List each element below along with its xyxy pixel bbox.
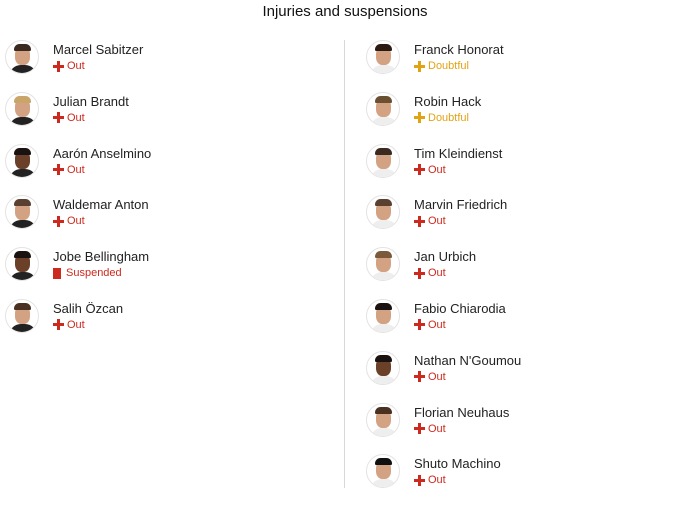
cross-icon — [53, 319, 64, 331]
cross-icon — [414, 474, 425, 486]
cross-icon — [414, 267, 425, 279]
player-avatar — [366, 195, 400, 230]
player-status: Out — [53, 60, 85, 72]
player-name: Nathan N'Goumou — [414, 352, 522, 368]
player-status: Out — [414, 215, 446, 227]
player-name: Florian Neuhaus — [414, 404, 510, 420]
status-label: Out — [428, 422, 446, 435]
player-avatar — [5, 195, 39, 230]
player-avatar — [366, 91, 400, 126]
player-status: Out — [414, 371, 446, 383]
player-status: Out — [53, 164, 85, 176]
status-label: Out — [428, 370, 446, 383]
cross-icon — [53, 215, 64, 227]
status-label: Doubtful — [428, 111, 469, 124]
player-avatar — [366, 454, 400, 489]
cross-icon — [414, 164, 425, 176]
section-title: Injuries and suspensions — [262, 3, 428, 20]
player-name: Fabio Chiarodia — [414, 300, 506, 316]
status-label: Out — [428, 163, 446, 176]
player-avatar — [366, 402, 400, 437]
player-name: Julian Brandt — [53, 93, 129, 109]
player-avatar — [5, 247, 39, 282]
player-name: Salih Özcan — [53, 300, 124, 316]
player-avatar — [366, 350, 400, 385]
cross-icon — [53, 164, 64, 176]
cross-icon — [414, 112, 425, 124]
status-label: Out — [67, 163, 85, 176]
player-avatar — [5, 298, 39, 333]
status-label: Out — [428, 215, 446, 228]
player-status: Suspended — [53, 267, 122, 279]
player-name: Waldemar Anton — [53, 197, 149, 213]
player-avatar — [366, 143, 400, 178]
status-label: Out — [428, 267, 446, 280]
cross-icon — [414, 371, 425, 383]
player-avatar — [5, 143, 39, 178]
cross-icon — [414, 215, 425, 227]
player-name: Marvin Friedrich — [414, 197, 508, 213]
status-label: Out — [428, 474, 446, 487]
status-label: Out — [67, 60, 85, 72]
player-avatar — [366, 298, 400, 333]
player-status: Out — [414, 164, 446, 176]
cross-icon — [414, 423, 425, 435]
player-status: Doubtful — [414, 112, 469, 124]
player-name: Aarón Anselmino — [53, 145, 152, 161]
player-status: Out — [414, 423, 446, 435]
player-name: Shuto Machino — [414, 456, 501, 472]
player-avatar — [5, 91, 39, 126]
player-avatar — [366, 40, 400, 74]
status-label: Out — [67, 318, 85, 331]
player-status: Out — [414, 319, 446, 331]
red-card-icon — [53, 267, 61, 279]
status-label: Suspended — [66, 267, 122, 280]
player-avatar — [5, 40, 39, 74]
cross-icon — [414, 60, 425, 72]
player-name: Robin Hack — [414, 93, 482, 109]
column-divider — [344, 40, 345, 488]
player-status: Out — [53, 112, 85, 124]
player-status: Out — [414, 474, 446, 486]
player-status: Doubtful — [414, 60, 469, 72]
player-status: Out — [53, 319, 85, 331]
player-name: Marcel Sabitzer — [53, 42, 144, 57]
cross-icon — [53, 112, 64, 124]
status-label: Out — [67, 111, 85, 124]
player-status: Out — [53, 215, 85, 227]
player-name: Jan Urbich — [414, 249, 477, 265]
player-name: Tim Kleindienst — [414, 145, 503, 161]
player-status: Out — [414, 267, 446, 279]
cross-icon — [53, 60, 64, 72]
cross-icon — [414, 319, 425, 331]
status-label: Doubtful — [428, 60, 469, 72]
player-name: Jobe Bellingham — [53, 249, 150, 265]
status-label: Out — [67, 215, 85, 228]
status-label: Out — [428, 318, 446, 331]
player-name: Franck Honorat — [414, 42, 504, 57]
player-avatar — [366, 247, 400, 282]
